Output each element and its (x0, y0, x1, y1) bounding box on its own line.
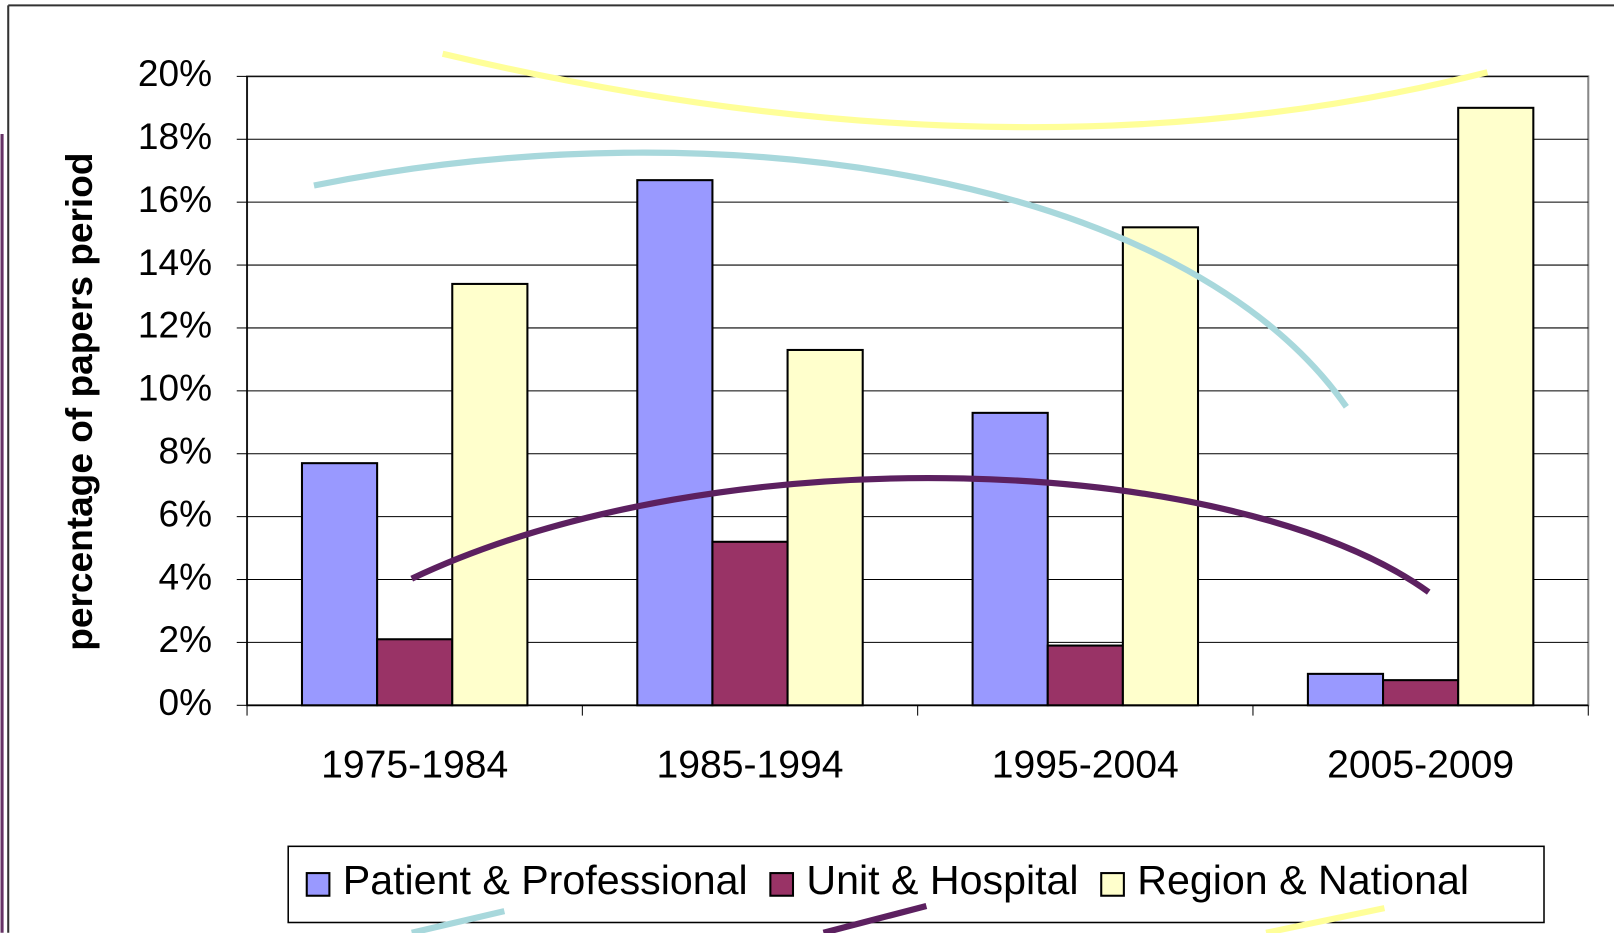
bar (1382, 679, 1460, 707)
x-tick-label: 1985-1994 (656, 743, 843, 786)
bar (786, 348, 864, 707)
legend-label: Region & National (1137, 857, 1469, 903)
legend-label: Patient & Professional (343, 857, 748, 903)
decorative-curve (313, 149, 1349, 409)
bar (1457, 106, 1535, 707)
y-tick-label: 16% (138, 178, 212, 220)
bar (636, 179, 714, 707)
legend-swatch (1100, 872, 1125, 897)
y-tick-label: 14% (138, 241, 212, 283)
y-tick-label: 4% (158, 555, 212, 597)
legend: Patient & Professional Unit & Hospital Reg… (305, 857, 1469, 903)
bar (1306, 672, 1385, 707)
y-tick-label: 2% (158, 618, 212, 660)
decorative-curve (410, 475, 1431, 595)
bar (971, 411, 1049, 707)
x-tick-label: 1995-2004 (992, 743, 1179, 786)
y-tick-label: 18% (138, 115, 212, 157)
bar (1046, 644, 1124, 707)
bar (1121, 226, 1200, 707)
legend-label: Unit & Hospital (806, 857, 1078, 903)
decorative-curve (441, 50, 1489, 131)
y-axis-label: percentage of papers period (58, 153, 100, 651)
bar (711, 540, 789, 707)
legend-swatch (305, 872, 331, 897)
bar (300, 462, 379, 707)
y-tick-label: 12% (138, 304, 212, 346)
decorative-curve (1265, 905, 1386, 933)
bars (300, 106, 1535, 707)
bar (376, 638, 454, 707)
decorative-curve (822, 903, 928, 933)
x-tick-label: 1975-1984 (321, 743, 508, 786)
y-tick-label: 0% (158, 681, 212, 723)
y-tick-label: 8% (158, 430, 212, 472)
y-tick-label: 6% (158, 492, 212, 534)
x-tick-label: 2005-2009 (1327, 743, 1514, 786)
y-tick-label: 10% (138, 367, 212, 409)
bar (451, 282, 529, 707)
legend-swatch (769, 872, 795, 897)
y-tick-label: 20% (138, 52, 212, 94)
decorative-curve (411, 908, 506, 933)
grid: 0% 2% 4% 6% 8% 10% 12% 14% 16% 18% 20% 1975-1984 198… (138, 52, 1589, 786)
